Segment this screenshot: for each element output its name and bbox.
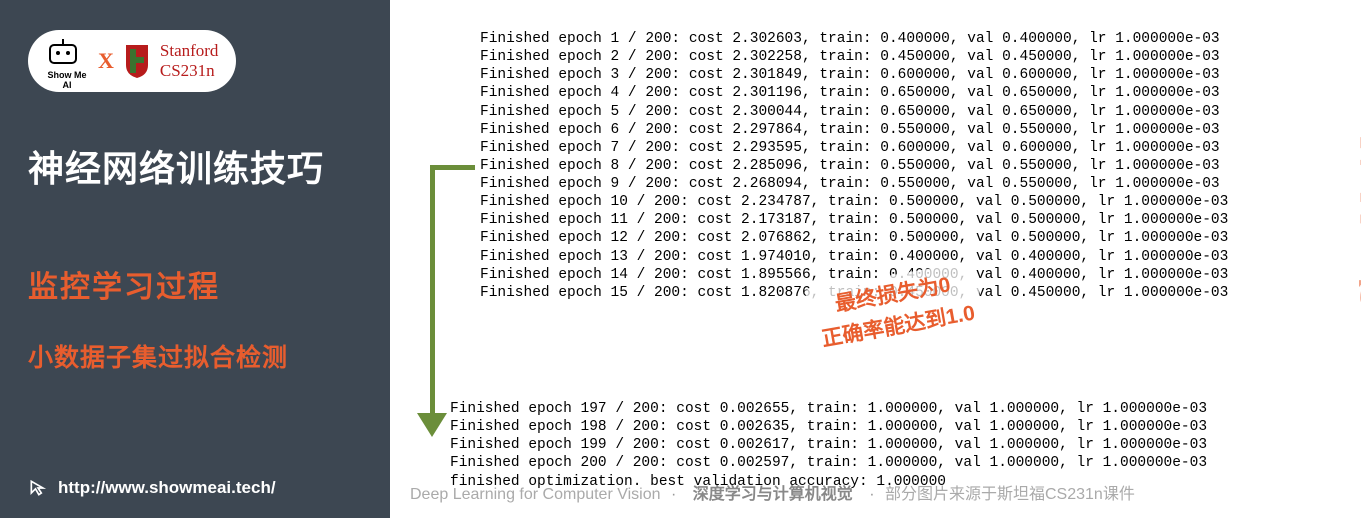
stanford-line2: CS231n (160, 61, 219, 81)
training-log-top: Finished epoch 1 / 200: cost 2.302603, t… (480, 30, 1228, 302)
sidebar: Show Me AI X Stanford CS231n 神经网络训练技巧 监控… (0, 0, 390, 518)
subtitle-2: 小数据子集过拟合检测 (28, 338, 362, 374)
stanford-shield-icon (124, 43, 150, 79)
robot-icon (46, 40, 80, 68)
logo-subtext: Show Me AI (42, 70, 92, 90)
caption-p3: 部分图片来源于斯坦福CS231n课件 (885, 486, 1135, 503)
footer-link[interactable]: http://www.showmeai.tech/ (28, 478, 276, 498)
watermark: ShowMeAI (1353, 135, 1361, 307)
caption-dot2: · (869, 486, 874, 503)
content-area: Finished epoch 1 / 200: cost 2.302603, t… (390, 0, 1361, 518)
caption-dot1: · (671, 486, 676, 503)
caption-p1: Deep Learning for Computer Vision (410, 486, 661, 503)
footer-url: http://www.showmeai.tech/ (58, 478, 276, 498)
x-mark: X (98, 48, 114, 74)
stanford-line1: Stanford (160, 41, 219, 61)
bottom-caption: Deep Learning for Computer Vision · 深度学习… (410, 480, 1350, 504)
caption-p2: 深度学习与计算机视觉 (693, 486, 853, 503)
training-log-bottom: Finished epoch 197 / 200: cost 0.002655,… (450, 400, 1207, 491)
arrow-down-icon (420, 165, 460, 440)
subtitle-1: 监控学习过程 (28, 262, 362, 306)
logo-box: Show Me AI X Stanford CS231n (28, 30, 236, 92)
stanford-text: Stanford CS231n (160, 41, 219, 82)
main-title: 神经网络训练技巧 (28, 140, 362, 192)
cursor-icon (28, 478, 48, 498)
